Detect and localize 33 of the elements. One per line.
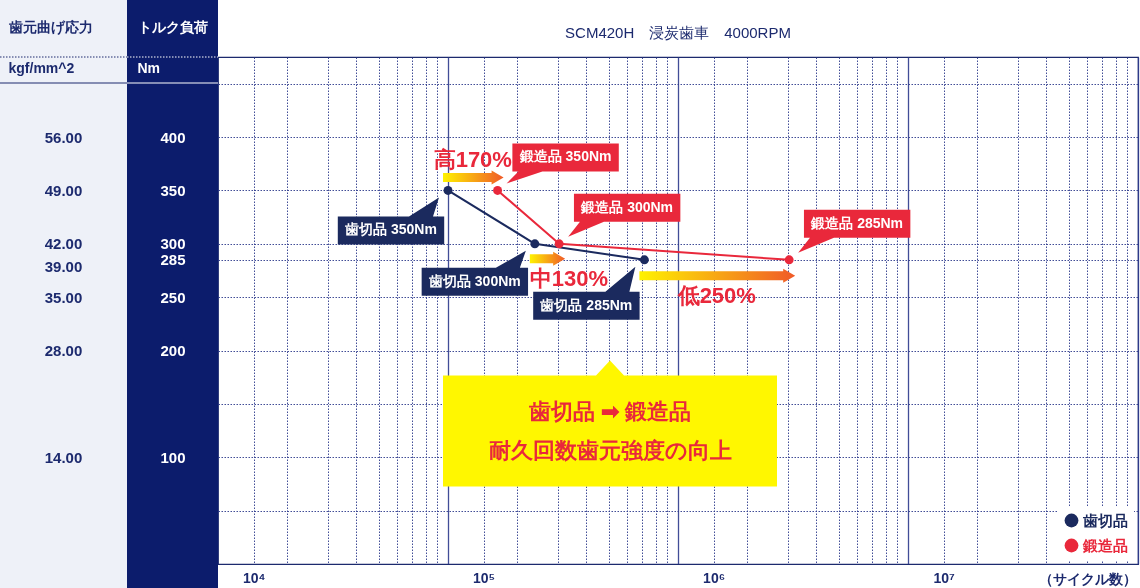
- annotation: 耐久回数歯元強度の向上: [488, 437, 732, 463]
- y2-tick-label: 49.00: [44, 181, 83, 199]
- y2-tick-label: 28.00: [44, 342, 83, 360]
- y2-tick-label: 35.00: [44, 288, 83, 306]
- y2-tick-label: 56.00: [44, 128, 83, 146]
- text: 歯元曲げ応力 kgf/mm^2: [8, 18, 93, 76]
- text: トルク負荷 Nm: [137, 18, 208, 76]
- data-label: 歯切品 350Nm: [344, 221, 437, 238]
- y-tick-label: 200: [160, 342, 186, 360]
- x-tick-label: 10⁴: [242, 569, 266, 586]
- x-axis-title: （サイクル数）: [1038, 570, 1137, 587]
- y-tick-label: 250: [160, 288, 186, 306]
- y-tick-label: 300: [160, 235, 186, 253]
- x-tick-label: 10⁵: [473, 569, 496, 586]
- data-label: 鍛造品 350Nm: [518, 148, 612, 165]
- y-tick-label: 100: [160, 448, 186, 466]
- chart-title: SCM420H 浸炭歯車 4000RPM: [565, 24, 791, 41]
- y-tick-label: 350: [160, 181, 186, 199]
- legend-label: 歯切品: [1082, 511, 1128, 529]
- data-label: 鍛造品 285Nm: [810, 214, 904, 231]
- y-tick-label: 400: [160, 128, 186, 146]
- data-label: 鍛造品 300Nm: [580, 198, 674, 215]
- y2-tick-label: 14.00: [44, 448, 83, 466]
- y2-tick-label: 39.00: [44, 258, 83, 276]
- y-tick-label: 285: [160, 251, 186, 269]
- data-label: 歯切品 300Nm: [427, 272, 521, 289]
- data-label: 歯切品 285Nm: [539, 296, 633, 313]
- annotation: 中130%: [529, 265, 609, 291]
- x-tick-label: 10⁶: [703, 569, 726, 586]
- legend-label: 鍛造品: [1082, 536, 1128, 554]
- annotation: 歯切品 ➡ 鍛造品: [527, 398, 692, 424]
- y2-tick-label: 42.00: [44, 235, 83, 253]
- x-tick-label: 10⁷: [933, 569, 956, 586]
